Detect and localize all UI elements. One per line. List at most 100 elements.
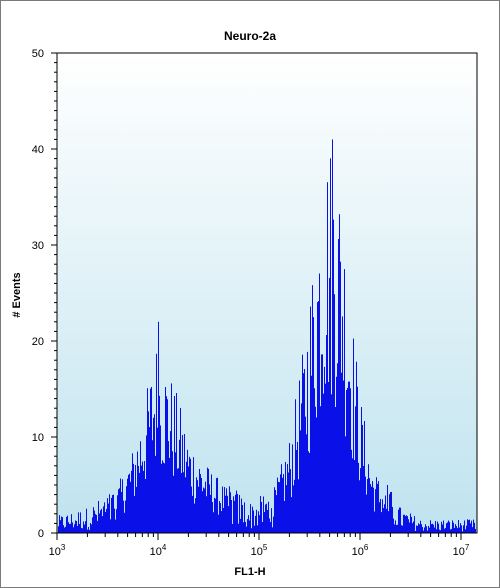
histogram-bar [366,494,367,533]
histogram-bar [329,277,330,533]
histogram-bar [223,507,224,533]
histogram-bar [253,510,254,533]
histogram-bar [302,354,303,533]
histogram-bar [78,512,79,533]
histogram-bar [438,523,439,533]
histogram-bar [80,512,81,533]
histogram-bar [148,411,149,533]
histogram-bar [349,381,350,533]
histogram-bar [442,524,443,533]
y-axis-label: # Events [11,272,23,318]
histogram-bar [297,441,298,533]
y-axis-ticks: 0 10 20 30 40 50 [32,48,57,540]
histogram-bar [390,492,391,533]
histogram-bar [364,421,365,533]
histogram-bar [108,503,109,533]
histogram-bar [188,466,189,533]
histogram-bar [267,509,268,533]
histogram-bar [79,523,80,533]
histogram-bar [165,386,166,533]
histogram-bar [111,497,112,533]
histogram-bar [435,521,436,533]
histogram-bar [261,501,262,533]
histogram-bar [88,526,89,533]
histogram-bar [397,524,398,533]
histogram-bar [370,484,371,533]
histogram-bar [327,182,328,533]
histogram-bar [141,465,142,533]
histogram-bar [153,417,154,533]
histogram-bar [100,510,101,533]
histogram-bar [119,488,120,533]
histogram-bar [301,403,302,533]
histogram-bar [124,512,125,533]
histogram-bar [66,516,67,533]
histogram-bar [252,506,253,533]
histogram-bar [159,395,160,533]
histogram-bar [383,508,384,533]
histogram-bar [433,524,434,533]
histogram-bar [455,524,456,533]
histogram-bar [183,472,184,533]
histogram-bar [467,519,468,533]
histogram-bar [96,514,97,533]
histogram-bar [415,530,416,533]
histogram-bar [290,469,291,533]
histogram-bar [232,523,233,533]
histogram-bar [471,520,472,533]
histogram-bar [83,521,84,533]
histogram-bar [298,479,299,533]
histogram-bar [110,519,111,533]
histogram-bar [71,514,72,533]
y-tick-label: 30 [32,240,44,252]
histogram-bar [393,518,394,533]
histogram-bar [306,434,307,533]
histogram-bar [303,373,304,533]
histogram-bar [331,394,332,533]
histogram-bar [178,468,179,533]
histogram-bar [355,406,356,533]
histogram-bar [326,335,327,533]
histogram-bar [65,526,66,533]
histogram-bar [418,523,419,533]
histogram-bar [274,487,275,533]
histogram-bar [73,527,74,533]
histogram-bar [218,514,219,533]
histogram-bar [89,529,90,533]
histogram-bar [81,527,82,533]
histogram-bar [283,474,284,533]
histogram-bar [328,382,329,533]
histogram-bar [408,519,409,533]
histogram-bar [162,460,163,533]
histogram-bar [265,504,266,533]
histogram-bar [420,520,421,533]
histogram-bar [107,498,108,533]
histogram-bar [319,273,320,533]
histogram-bar [296,450,297,533]
histogram-bar [281,464,282,533]
histogram-bar [240,518,241,533]
histogram-bar [244,502,245,533]
histogram-bar [311,375,312,533]
histogram-bar [247,519,248,533]
histogram-bar [338,238,339,533]
histogram-bar [307,351,308,533]
histogram-bar [115,519,116,533]
histogram-bar [359,480,360,533]
histogram-bar [443,520,444,533]
histogram-bar [243,522,244,533]
histogram-bar [360,468,361,533]
histogram-bar [431,524,432,533]
histogram-bar [106,508,107,533]
histogram-bar [208,468,209,533]
histogram-bar [230,492,231,533]
y-tick-label: 20 [32,336,44,348]
histogram-bar [468,520,469,533]
histogram-bar [378,481,379,533]
histogram-bar [251,528,252,533]
histogram-bar [402,525,403,533]
histogram-bar [69,523,70,533]
histogram-bar [458,519,459,533]
histogram-bar [207,467,208,533]
histogram-bar [395,520,396,533]
